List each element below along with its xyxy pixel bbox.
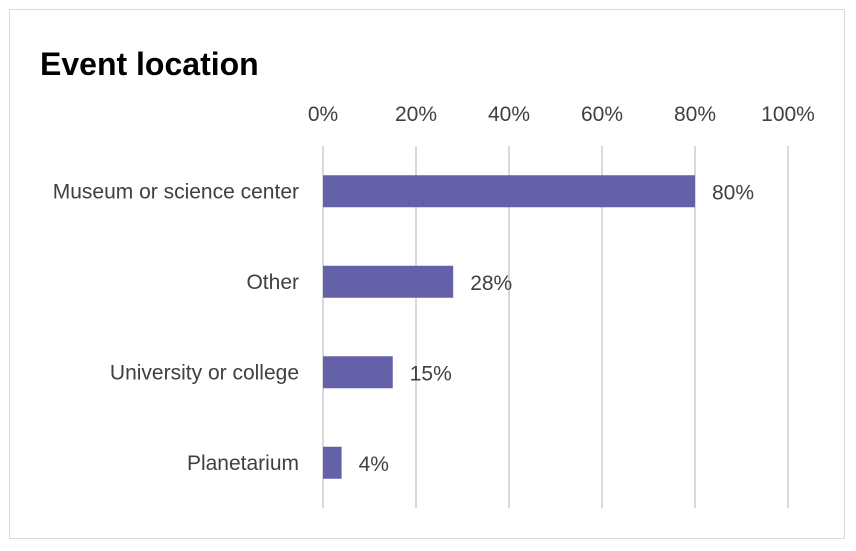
x-tick-label: 100% (761, 103, 815, 126)
x-axis-ticks: 0% 20% 40% 60% 80% 100% (308, 103, 815, 126)
data-label: 15% (410, 362, 452, 385)
bar (323, 265, 454, 298)
data-label: 28% (470, 272, 512, 295)
x-tick-label: 20% (395, 103, 437, 126)
bar (323, 356, 393, 389)
data-labels: 80% 28% 15% 4% (359, 181, 754, 476)
bars (323, 175, 695, 479)
category-label: Planetarium (187, 452, 299, 475)
chart-title: Event location (40, 46, 259, 82)
x-tick-label: 60% (581, 103, 623, 126)
category-labels: Museum or science center Other University … (53, 180, 299, 475)
x-tick-label: 80% (674, 103, 716, 126)
bar (323, 446, 342, 479)
category-label: Other (246, 271, 299, 294)
category-label: University or college (110, 361, 299, 384)
data-label: 4% (359, 453, 389, 476)
bar (323, 175, 695, 208)
data-label: 80% (712, 181, 754, 204)
category-label: Museum or science center (53, 180, 299, 203)
x-tick-label: 40% (488, 103, 530, 126)
x-tick-label: 0% (308, 103, 338, 126)
